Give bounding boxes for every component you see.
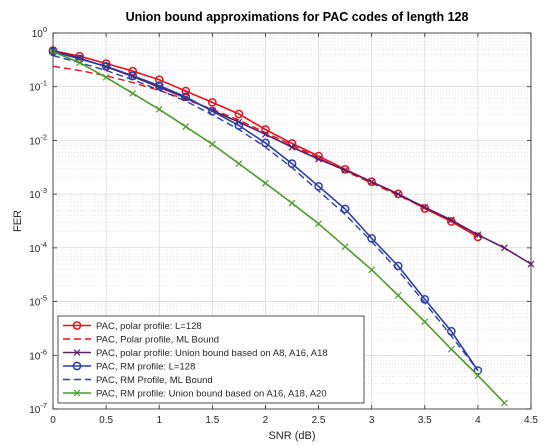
legend-label: PAC, polar profile: L=128 — [96, 321, 202, 332]
series-line — [52, 50, 505, 404]
data-point — [154, 81, 164, 90]
y-tick-label: 10-7 — [29, 401, 47, 416]
legend-entry-5: PAC, RM Profile, ML Bound — [63, 375, 213, 386]
data-point — [368, 178, 376, 186]
x-tick-label: 3 — [369, 415, 375, 426]
data-point — [128, 66, 138, 76]
data-point — [207, 98, 217, 107]
data-point — [473, 366, 483, 375]
y-tick-label: 10-1 — [29, 79, 47, 94]
data-point — [129, 90, 137, 97]
legend-label: PAC, Polar profile, ML Bound — [96, 335, 219, 346]
x-tick-label: 1 — [156, 415, 162, 426]
y-tick-label: 10-3 — [29, 186, 47, 201]
data-point — [315, 155, 322, 163]
x-tick-label: 1.5 — [205, 415, 219, 426]
data-point — [367, 177, 377, 187]
legend: PAC, polar profile: L=128 PAC, Polar prof… — [57, 315, 365, 404]
data-point — [288, 199, 296, 207]
data-point — [154, 75, 164, 85]
legend-label: PAC, RM Profile, ML Bound — [96, 375, 213, 386]
series-2 — [52, 65, 479, 238]
chart-title: Union bound approximations for PAC codes… — [126, 10, 469, 24]
x-tick-label: 4 — [475, 415, 481, 426]
series-5 — [52, 54, 479, 371]
series-line — [52, 54, 479, 371]
data-point — [447, 345, 455, 353]
data-point — [341, 243, 349, 251]
legend-marker — [72, 321, 82, 330]
data-point — [155, 105, 163, 113]
data-point — [340, 204, 350, 214]
legend-marker — [73, 349, 81, 356]
data-point — [181, 86, 191, 96]
data-point — [394, 190, 402, 198]
legend-entry-6: PAC, RM profile: Union bound based on A1… — [63, 389, 327, 400]
legend-label: PAC, RM profile: Union bound based on A1… — [96, 389, 327, 400]
legend-entry-2: PAC, Polar profile, ML Bound — [63, 335, 219, 346]
x-tick-label: 3.5 — [418, 415, 432, 426]
data-point — [421, 203, 429, 211]
y-tick-label: 10-5 — [29, 294, 47, 309]
legend-label: PAC, polar profile: Union bound based on… — [96, 348, 328, 359]
data-point — [421, 318, 429, 326]
y-tick-label: 10-6 — [29, 347, 47, 362]
data-point — [75, 51, 84, 61]
legend-entry-1: PAC, polar profile: L=128 — [63, 321, 202, 332]
data-point — [208, 140, 216, 148]
data-point — [501, 399, 508, 407]
legend-box — [57, 315, 365, 404]
x-tick-label: 0 — [50, 415, 56, 426]
legend-marker — [72, 361, 82, 371]
series-line — [52, 50, 479, 371]
data-point — [474, 372, 482, 379]
y-tick-label: 100 — [32, 25, 47, 40]
data-point — [76, 59, 83, 67]
data-point — [234, 109, 244, 119]
x-tick-label: 2.5 — [312, 415, 326, 426]
data-point — [262, 130, 269, 138]
x-axis-label: SNR (dB) — [268, 430, 315, 442]
x-tick-label: 0.5 — [99, 415, 113, 426]
data-point — [102, 73, 110, 81]
y-axis-label: FER — [12, 210, 24, 232]
data-point — [288, 143, 296, 151]
plot-frame — [52, 32, 532, 410]
y-tick-label: 10-4 — [29, 240, 47, 255]
data-point — [182, 123, 190, 131]
data-point — [101, 61, 111, 71]
legend-entry-4: PAC, RM profile: L=128 — [63, 362, 195, 373]
data-point — [474, 231, 482, 239]
x-tick-label: 2 — [263, 415, 269, 426]
data-point — [181, 92, 191, 102]
data-point — [314, 181, 323, 191]
data-point — [368, 266, 376, 274]
legend-marker — [73, 389, 81, 397]
series-6 — [49, 48, 508, 407]
x-tick-label: 4.5 — [524, 415, 538, 426]
y-tick-label: 10-2 — [29, 132, 47, 147]
series-line — [52, 65, 479, 238]
tick-layer: 10-7 10-6 10-5 10-4 10-3 10-2 10-1 100 0 0.5 1 1.5 2… — [29, 25, 538, 426]
data-point — [315, 220, 322, 228]
data-point — [447, 216, 455, 224]
data-point — [262, 179, 269, 187]
legend-label: PAC, RM profile: L=128 — [96, 362, 195, 373]
data-point — [235, 160, 243, 168]
legend-entry-3: PAC, polar profile: Union bound based on… — [63, 348, 328, 359]
data-point — [394, 292, 402, 299]
data-point — [501, 244, 508, 252]
data-point — [341, 166, 349, 174]
